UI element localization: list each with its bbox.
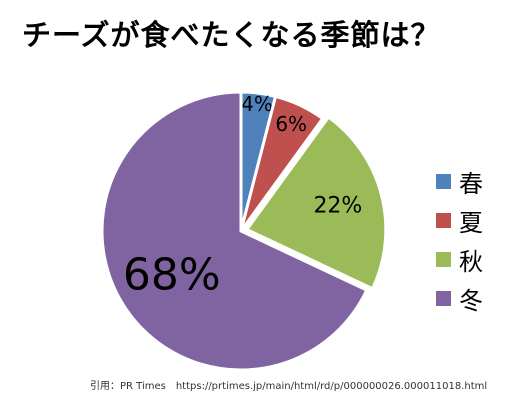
data-label-spring: 4% bbox=[241, 92, 273, 116]
legend-label-spring: 春 bbox=[459, 170, 483, 198]
source-citation: 引用：PR Times https://prtimes.jp/main/html… bbox=[90, 381, 488, 392]
pie-slice-summer bbox=[239, 94, 325, 233]
legend-item-autumn: 秋 bbox=[436, 240, 483, 279]
data-label-autumn: 22% bbox=[313, 194, 362, 219]
legend-label-summer: 夏 bbox=[459, 209, 483, 237]
chart-title: チーズが食べたくなる季節は？ bbox=[22, 18, 441, 52]
legend-item-summer: 夏 bbox=[436, 201, 483, 240]
data-label-winter: 68% bbox=[123, 249, 221, 300]
pie-slice-autumn bbox=[245, 115, 388, 291]
legend-swatch-spring bbox=[436, 174, 451, 189]
legend-label-winter: 冬 bbox=[459, 287, 483, 315]
legend-swatch-winter bbox=[436, 291, 451, 306]
legend-label-autumn: 秋 bbox=[459, 248, 483, 276]
legend-item-spring: 春 bbox=[436, 162, 483, 201]
legend-item-winter: 冬 bbox=[436, 279, 483, 318]
legend: 春 夏 秋 冬 bbox=[436, 162, 483, 318]
pie-slice-winter bbox=[100, 90, 369, 372]
data-label-summer: 6% bbox=[275, 112, 307, 136]
legend-swatch-summer bbox=[436, 213, 451, 228]
legend-swatch-autumn bbox=[436, 252, 451, 267]
